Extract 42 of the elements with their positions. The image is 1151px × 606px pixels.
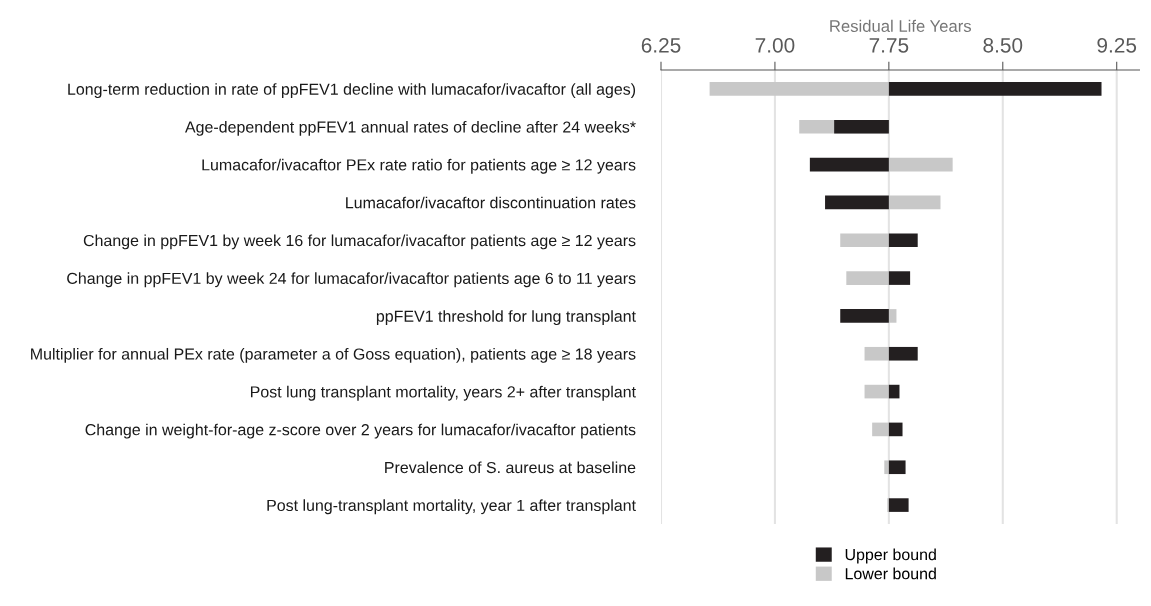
bar [888, 271, 911, 285]
y-tick-label: Lumacafor/ivacaftor PEx rate ratio for patients age ≥ 12 years [202, 158, 636, 174]
x-tick-label: 7.00 [755, 37, 795, 53]
y-tick-label: Change in ppFEV1 by week 24 for lumacafor/ivacaftor patients age 6 to 11 years [67, 272, 636, 288]
bar [809, 157, 889, 172]
x-tick-label: 6.25 [641, 37, 681, 53]
y-tick-label: Prevalence of S. aureus at baseline [385, 461, 636, 474]
bar [709, 82, 889, 96]
bar [884, 460, 889, 475]
bar [864, 346, 889, 361]
bar [888, 309, 897, 323]
bar [888, 498, 909, 512]
bar [888, 82, 1102, 96]
bar [888, 422, 903, 437]
bar [840, 309, 889, 323]
y-tick-label: Post lung-transplant mortality, year 1 after transplant [267, 499, 636, 515]
bar [888, 233, 918, 248]
bar [834, 119, 889, 134]
legend-label: Upper bound [845, 548, 936, 564]
y-tick-label: Post lung transplant mortality, years 2+ after transplant [250, 385, 636, 401]
bar [888, 460, 906, 475]
y-tick-label: Long-term reduction in rate of ppFEV1 decline with lumacafor/ivacaftor (all ages) [68, 83, 636, 99]
bar [846, 271, 889, 285]
bar [888, 195, 941, 210]
y-tick-label: Change in ppFEV1 by week 16 for lumacafor/ivacaftor patients age ≥ 12 years [83, 234, 636, 250]
y-tick-label: Age-dependent ppFEV1 annual rates of decline after 24 weeks* [184, 120, 636, 136]
x-tick-label: 9.25 [1097, 37, 1137, 53]
y-tick-label: Change in weight-for-age z-score over 2 years for lumacafor/ivacaftor patients [85, 423, 636, 439]
bar [888, 157, 953, 172]
x-tick-label: 8.50 [983, 37, 1023, 53]
x-tick-label: 7.75 [869, 38, 909, 53]
bar [825, 195, 889, 210]
bar [840, 233, 889, 248]
legend-label: Lower bound [845, 567, 936, 580]
bar [888, 346, 918, 361]
x-axis-title: Residual Life Years [830, 19, 971, 32]
bar [864, 384, 889, 399]
y-tick-label: Lumacafor/ivacaftor discontinuation rates [346, 196, 636, 209]
bar [888, 384, 900, 399]
y-tick-label: ppFEV1 threshold for lung transplant [376, 310, 636, 326]
y-tick-label: Multiplier for annual PEx rate (parameter a of Goss equation), patients age ≥ 18 years [31, 347, 636, 363]
bar [872, 422, 889, 437]
